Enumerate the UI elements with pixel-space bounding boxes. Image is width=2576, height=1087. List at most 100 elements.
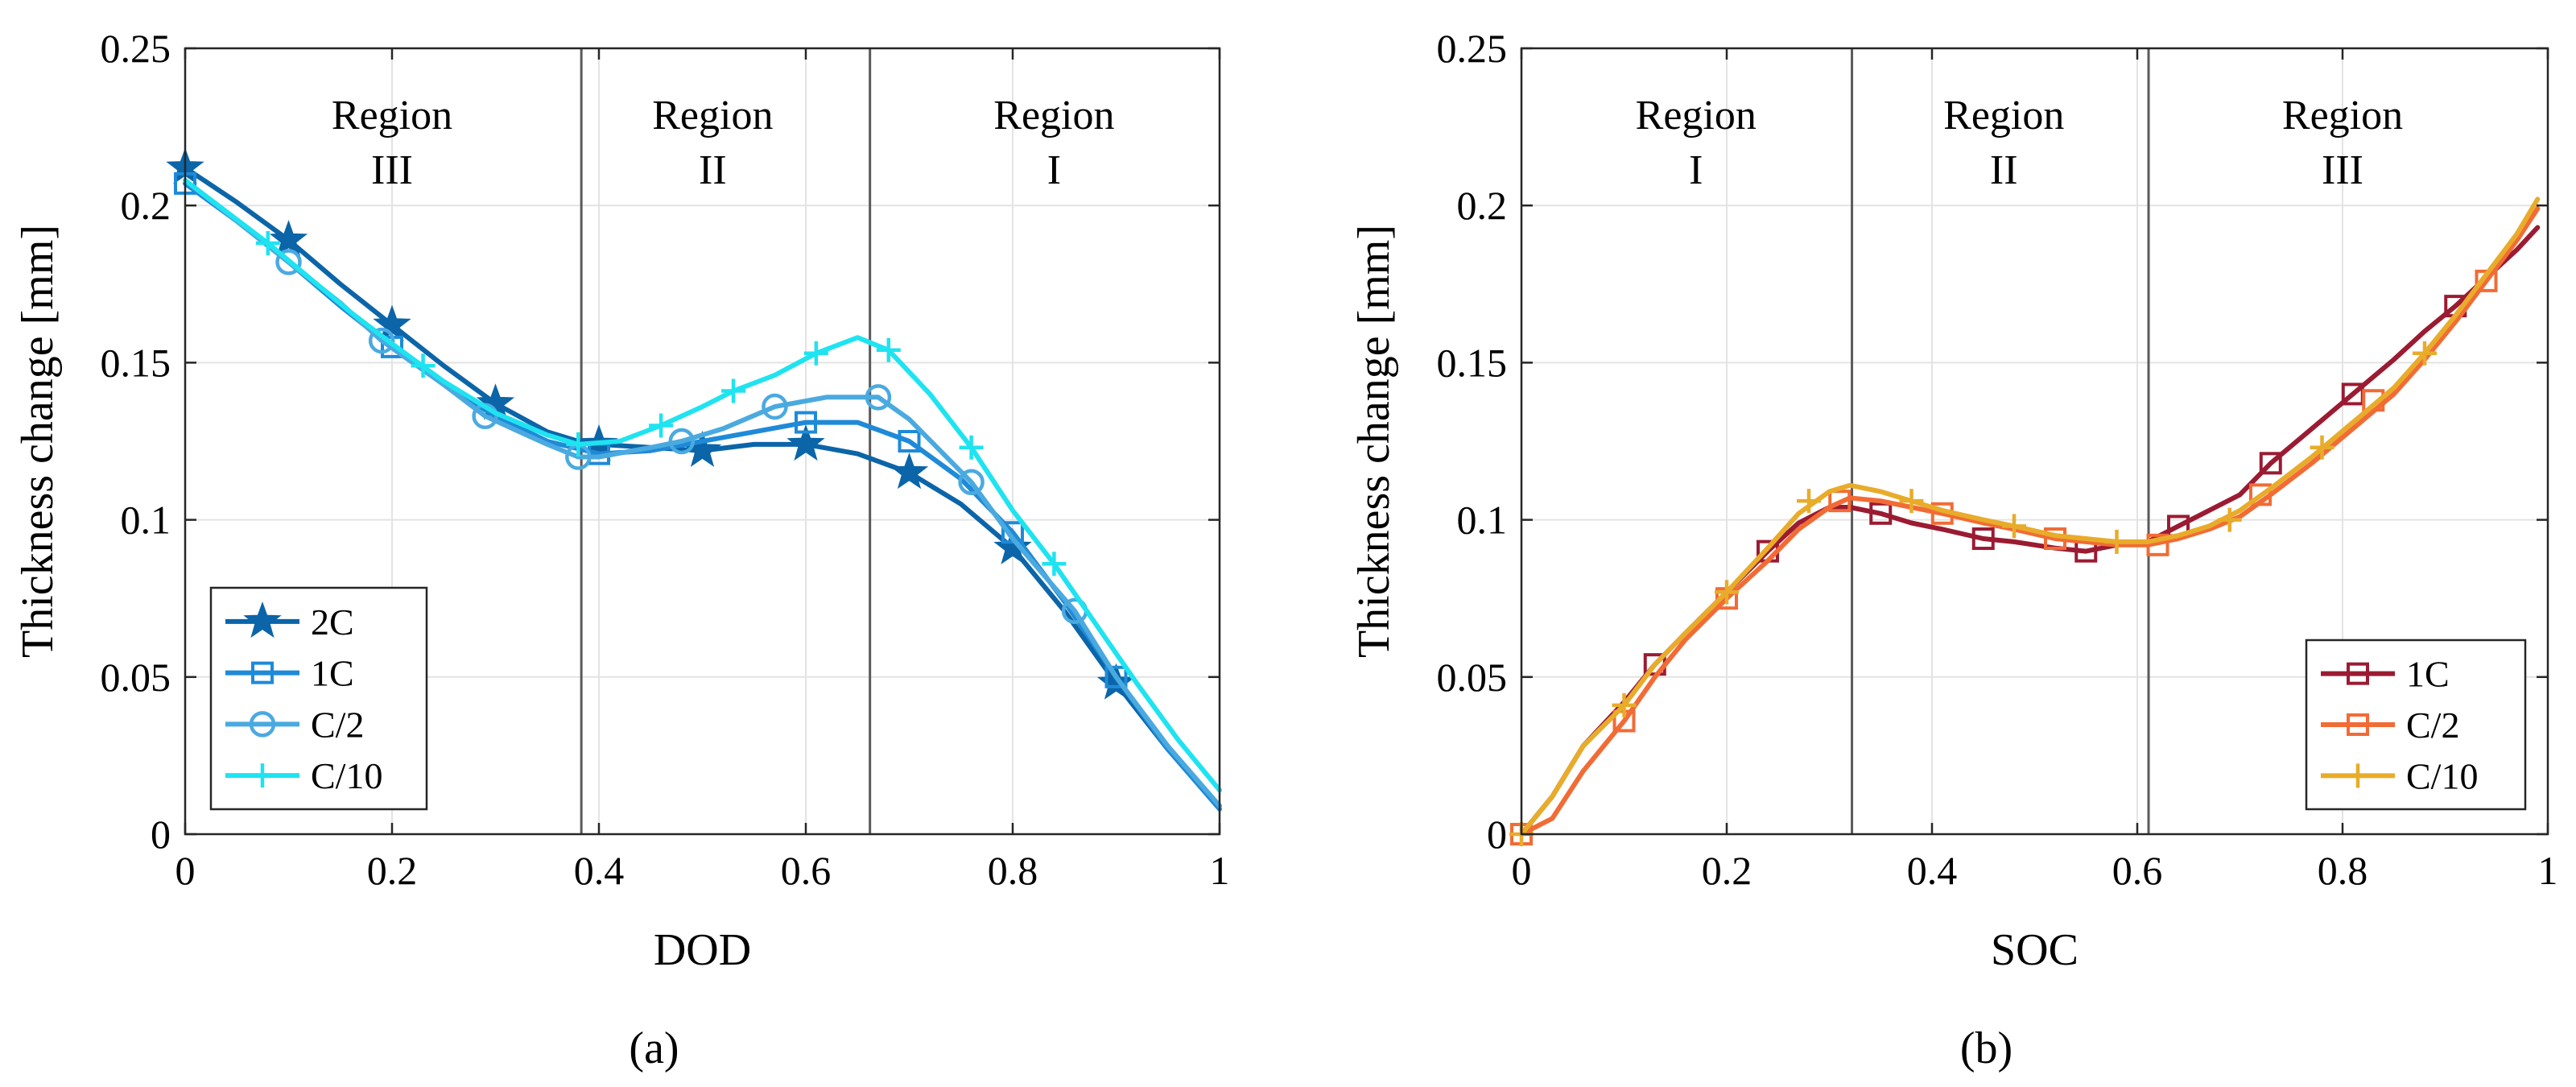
- y-tick-label: 0.2: [1457, 183, 1508, 228]
- legend-label: 2C: [311, 601, 354, 643]
- x-axis-label: SOC: [1991, 925, 2079, 975]
- x-tick-label: 0.6: [781, 848, 832, 893]
- legend-label: C/10: [311, 755, 382, 796]
- legend-label: C/2: [311, 704, 364, 745]
- data-point-C/2: [668, 428, 696, 455]
- data-point-C/10: [803, 341, 828, 366]
- y-tick-label: 0.15: [101, 340, 171, 385]
- region-label: Region: [1636, 93, 1757, 138]
- data-point-1C: [898, 430, 921, 453]
- legend-label: C/2: [2406, 705, 2459, 746]
- x-tick-label: 0.6: [2112, 848, 2163, 893]
- legend: 2C 1C C/2 C/10: [209, 586, 428, 811]
- region-label: Region: [652, 93, 773, 138]
- data-point-2C: [890, 453, 929, 490]
- data-point-C/2: [2146, 533, 2169, 556]
- y-tick-label: 0.25: [101, 26, 171, 71]
- data-point-C/10: [411, 353, 436, 378]
- x-tick-label: 0.4: [574, 848, 625, 893]
- region-label: Region: [1943, 93, 2064, 138]
- data-point-C/10: [2104, 529, 2129, 554]
- data-point-C/2: [2249, 483, 2272, 506]
- legend-label: 1C: [311, 653, 354, 694]
- y-axis-label: Thickness change [mm]: [1349, 225, 1399, 658]
- y-tick-label: 0.2: [121, 183, 171, 228]
- data-point-C/2: [958, 469, 985, 496]
- data-point-C/10: [1715, 580, 1739, 605]
- legend-label: 1C: [2406, 654, 2450, 695]
- x-axis-label: DOD: [654, 925, 751, 975]
- data-point-1C: [1104, 665, 1128, 688]
- data-point-2C: [269, 220, 308, 257]
- region-label-numeral: II: [699, 147, 727, 193]
- y-tick-label: 0: [151, 812, 171, 857]
- x-tick-label: 0.8: [988, 848, 1038, 893]
- legend-marker: [2347, 662, 2369, 685]
- data-point-C/2: [2362, 389, 2385, 412]
- y-axis-label: Thickness change [mm]: [13, 225, 63, 658]
- y-tick-label: 0.05: [1437, 655, 1508, 700]
- legend-marker: [2347, 713, 2369, 736]
- series-line-C/2: [1519, 206, 2541, 837]
- data-point-C/10: [566, 432, 591, 457]
- legend-marker: [249, 711, 276, 738]
- y-tick-label: 0.25: [1437, 26, 1508, 71]
- region-label-numeral: I: [1047, 147, 1061, 193]
- data-point-C/10: [255, 231, 280, 256]
- legend-marker: [250, 763, 275, 788]
- y-tick-label: 0.15: [1437, 340, 1508, 385]
- x-tick-label: 1: [2538, 848, 2558, 893]
- data-point-C/10: [1612, 692, 1637, 717]
- x-tick-label: 0.8: [2318, 848, 2368, 893]
- y-tick-label: 0.1: [121, 498, 171, 543]
- series-C/10: [1509, 196, 2541, 846]
- legend-label: C/10: [2406, 755, 2478, 796]
- data-point-C/10: [1797, 489, 1821, 514]
- legend-entry: 1C: [225, 653, 354, 694]
- data-point-C/10: [721, 378, 746, 403]
- series-line-2C: [183, 165, 1222, 808]
- region-label-numeral: III: [2322, 147, 2363, 193]
- data-point-2C: [373, 304, 411, 341]
- legend-entry: C/2: [225, 704, 364, 745]
- y-tick-label: 0.1: [1457, 498, 1508, 543]
- x-tick-label: 0.2: [367, 848, 418, 893]
- series-line-C/10: [183, 178, 1222, 793]
- data-point-1C: [1971, 527, 1995, 551]
- data-point-C/10: [2413, 341, 2437, 366]
- axes-frame: [184, 47, 1221, 836]
- x-tick-label: 1: [1210, 848, 1230, 893]
- series-line-C/10: [1519, 196, 2541, 837]
- data-point-C/10: [2217, 507, 2242, 532]
- x-tick-label: 0.2: [1702, 848, 1752, 893]
- legend-marker: [2346, 763, 2370, 788]
- data-point-2C: [786, 424, 825, 461]
- data-point-1C: [1869, 502, 1893, 525]
- region-label: Region: [332, 93, 452, 138]
- data-point-C/2: [275, 249, 302, 275]
- region-label-numeral: I: [1689, 147, 1703, 193]
- region-label-numeral: III: [371, 147, 413, 193]
- panel-caption: (a): [629, 1023, 679, 1073]
- x-tick-label: 0: [175, 848, 196, 893]
- region-label: Region: [993, 93, 1114, 138]
- y-tick-label: 0.05: [101, 655, 171, 700]
- legend-entry: 1C: [2321, 654, 2450, 695]
- data-point-C/10: [2310, 435, 2334, 460]
- legend: 1C C/2 C/10: [2305, 639, 2527, 811]
- chart-panel-b: Region I Region II Region III 0 0.2 0.4 0.6 0.8 1 0 0…: [1349, 26, 2558, 1073]
- data-point-1C: [2259, 452, 2282, 475]
- data-point-C/10: [876, 337, 901, 362]
- data-point-2C: [1096, 663, 1136, 700]
- data-point-C/10: [1042, 552, 1067, 577]
- data-point-C/2: [762, 393, 788, 420]
- region-label-numeral: II: [1990, 147, 2018, 193]
- panel-caption: (b): [1960, 1023, 2013, 1073]
- x-tick-label: 0.4: [1907, 848, 1958, 893]
- legend-marker: [251, 661, 274, 684]
- data-point-C/10: [959, 435, 984, 460]
- region-label: Region: [2282, 93, 2403, 138]
- data-point-C/2: [368, 327, 395, 354]
- legend-box: [209, 586, 428, 811]
